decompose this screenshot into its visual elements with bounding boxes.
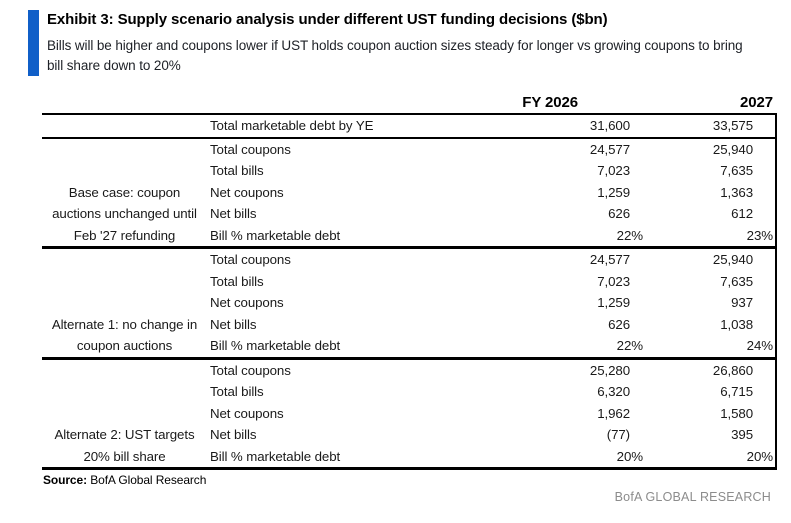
value-fy2026: 1,259 [597,184,630,200]
value-2027: 612 [731,206,753,221]
table-section-alternate-2: Alternate 2: UST targets 20% bill share … [42,360,775,468]
row-label: Net coupons [210,295,284,310]
value-fy2026: 6,320 [597,384,630,399]
row-label: Total bills [210,163,264,178]
table-section-base-case: Base case: coupon auctions unchanged unt… [42,139,775,249]
value-2027: 26,860 [712,362,753,378]
source-note: Source: BofA Global Research [43,473,206,487]
value-2027: 33,575 [712,118,753,133]
row-label: Net bills [210,316,257,332]
value-2027: 24% [746,338,773,353]
table-section-alternate-1: Alternate 1: no change in coupon auction… [42,249,775,360]
table-header-row: FY 2026 2027 [42,92,777,113]
value-2027: 20% [746,448,773,464]
row-label: Net bills [210,206,257,221]
value-2027: 1,363 [720,184,753,200]
value-fy2026: 626 [608,316,630,332]
scenario-label: Alternate 2: UST targets 20% bill share [54,427,195,464]
table-row-total-debt: Total marketable debt by YE 31,600 33,57… [42,115,775,139]
value-2027: 6,715 [720,384,753,399]
value-2027: 25,940 [712,252,753,267]
value-2027: 23% [746,227,773,243]
value-fy2026: 22% [616,227,643,243]
exhibit-subtitle: Bills will be higher and coupons lower i… [47,38,743,73]
row-label: Total coupons [210,362,291,378]
value-fy2026: 626 [608,206,630,221]
value-2027: 395 [731,427,753,442]
value-fy2026: 7,023 [597,273,630,289]
value-fy2026: 31,600 [589,118,630,133]
exhibit-title: Exhibit 3: Supply scenario analysis unde… [47,11,608,28]
value-2027: 7,635 [720,163,753,178]
row-label: Total coupons [210,252,291,267]
source-label: Source: [43,473,87,487]
value-2027: 1,580 [720,405,753,421]
table-body: Total marketable debt by YE 31,600 33,57… [42,113,777,470]
scenario-table: FY 2026 2027 Total marketable debt by YE… [42,92,777,470]
value-2027: 1,038 [720,316,753,332]
row-label: Net coupons [210,405,284,421]
value-fy2026: 24,577 [589,141,630,157]
value-2027: 937 [731,295,753,310]
brand-footer: BofA GLOBAL RESEARCH [614,490,771,504]
value-fy2026: 1,962 [597,405,630,421]
value-fy2026: 25,280 [589,362,630,378]
value-fy2026: 1,259 [597,295,630,310]
row-label: Total bills [210,273,264,289]
value-fy2026: (77) [606,427,630,442]
value-fy2026: 20% [616,448,643,464]
column-header-fy2026: FY 2026 [522,94,578,111]
scenario-label: Base case: coupon auctions unchanged unt… [52,184,197,243]
value-fy2026: 24,577 [589,252,630,267]
row-label: Bill % marketable debt [210,227,341,243]
source-text: BofA Global Research [86,473,207,487]
row-label: Net coupons [210,184,284,200]
value-fy2026: 7,023 [597,163,630,178]
column-header-2027: 2027 [740,94,773,111]
scenario-label: Alternate 1: no change in coupon auction… [51,316,198,354]
value-2027: 25,940 [712,141,753,157]
accent-bar [28,10,39,76]
row-label: Bill % marketable debt [210,448,341,464]
row-label: Total coupons [210,141,291,157]
row-label: Total marketable debt by YE [210,118,374,133]
value-fy2026: 22% [616,338,643,353]
row-label: Net bills [210,427,257,442]
row-label: Total bills [210,384,264,399]
value-2027: 7,635 [720,273,753,289]
row-label: Bill % marketable debt [210,338,341,353]
